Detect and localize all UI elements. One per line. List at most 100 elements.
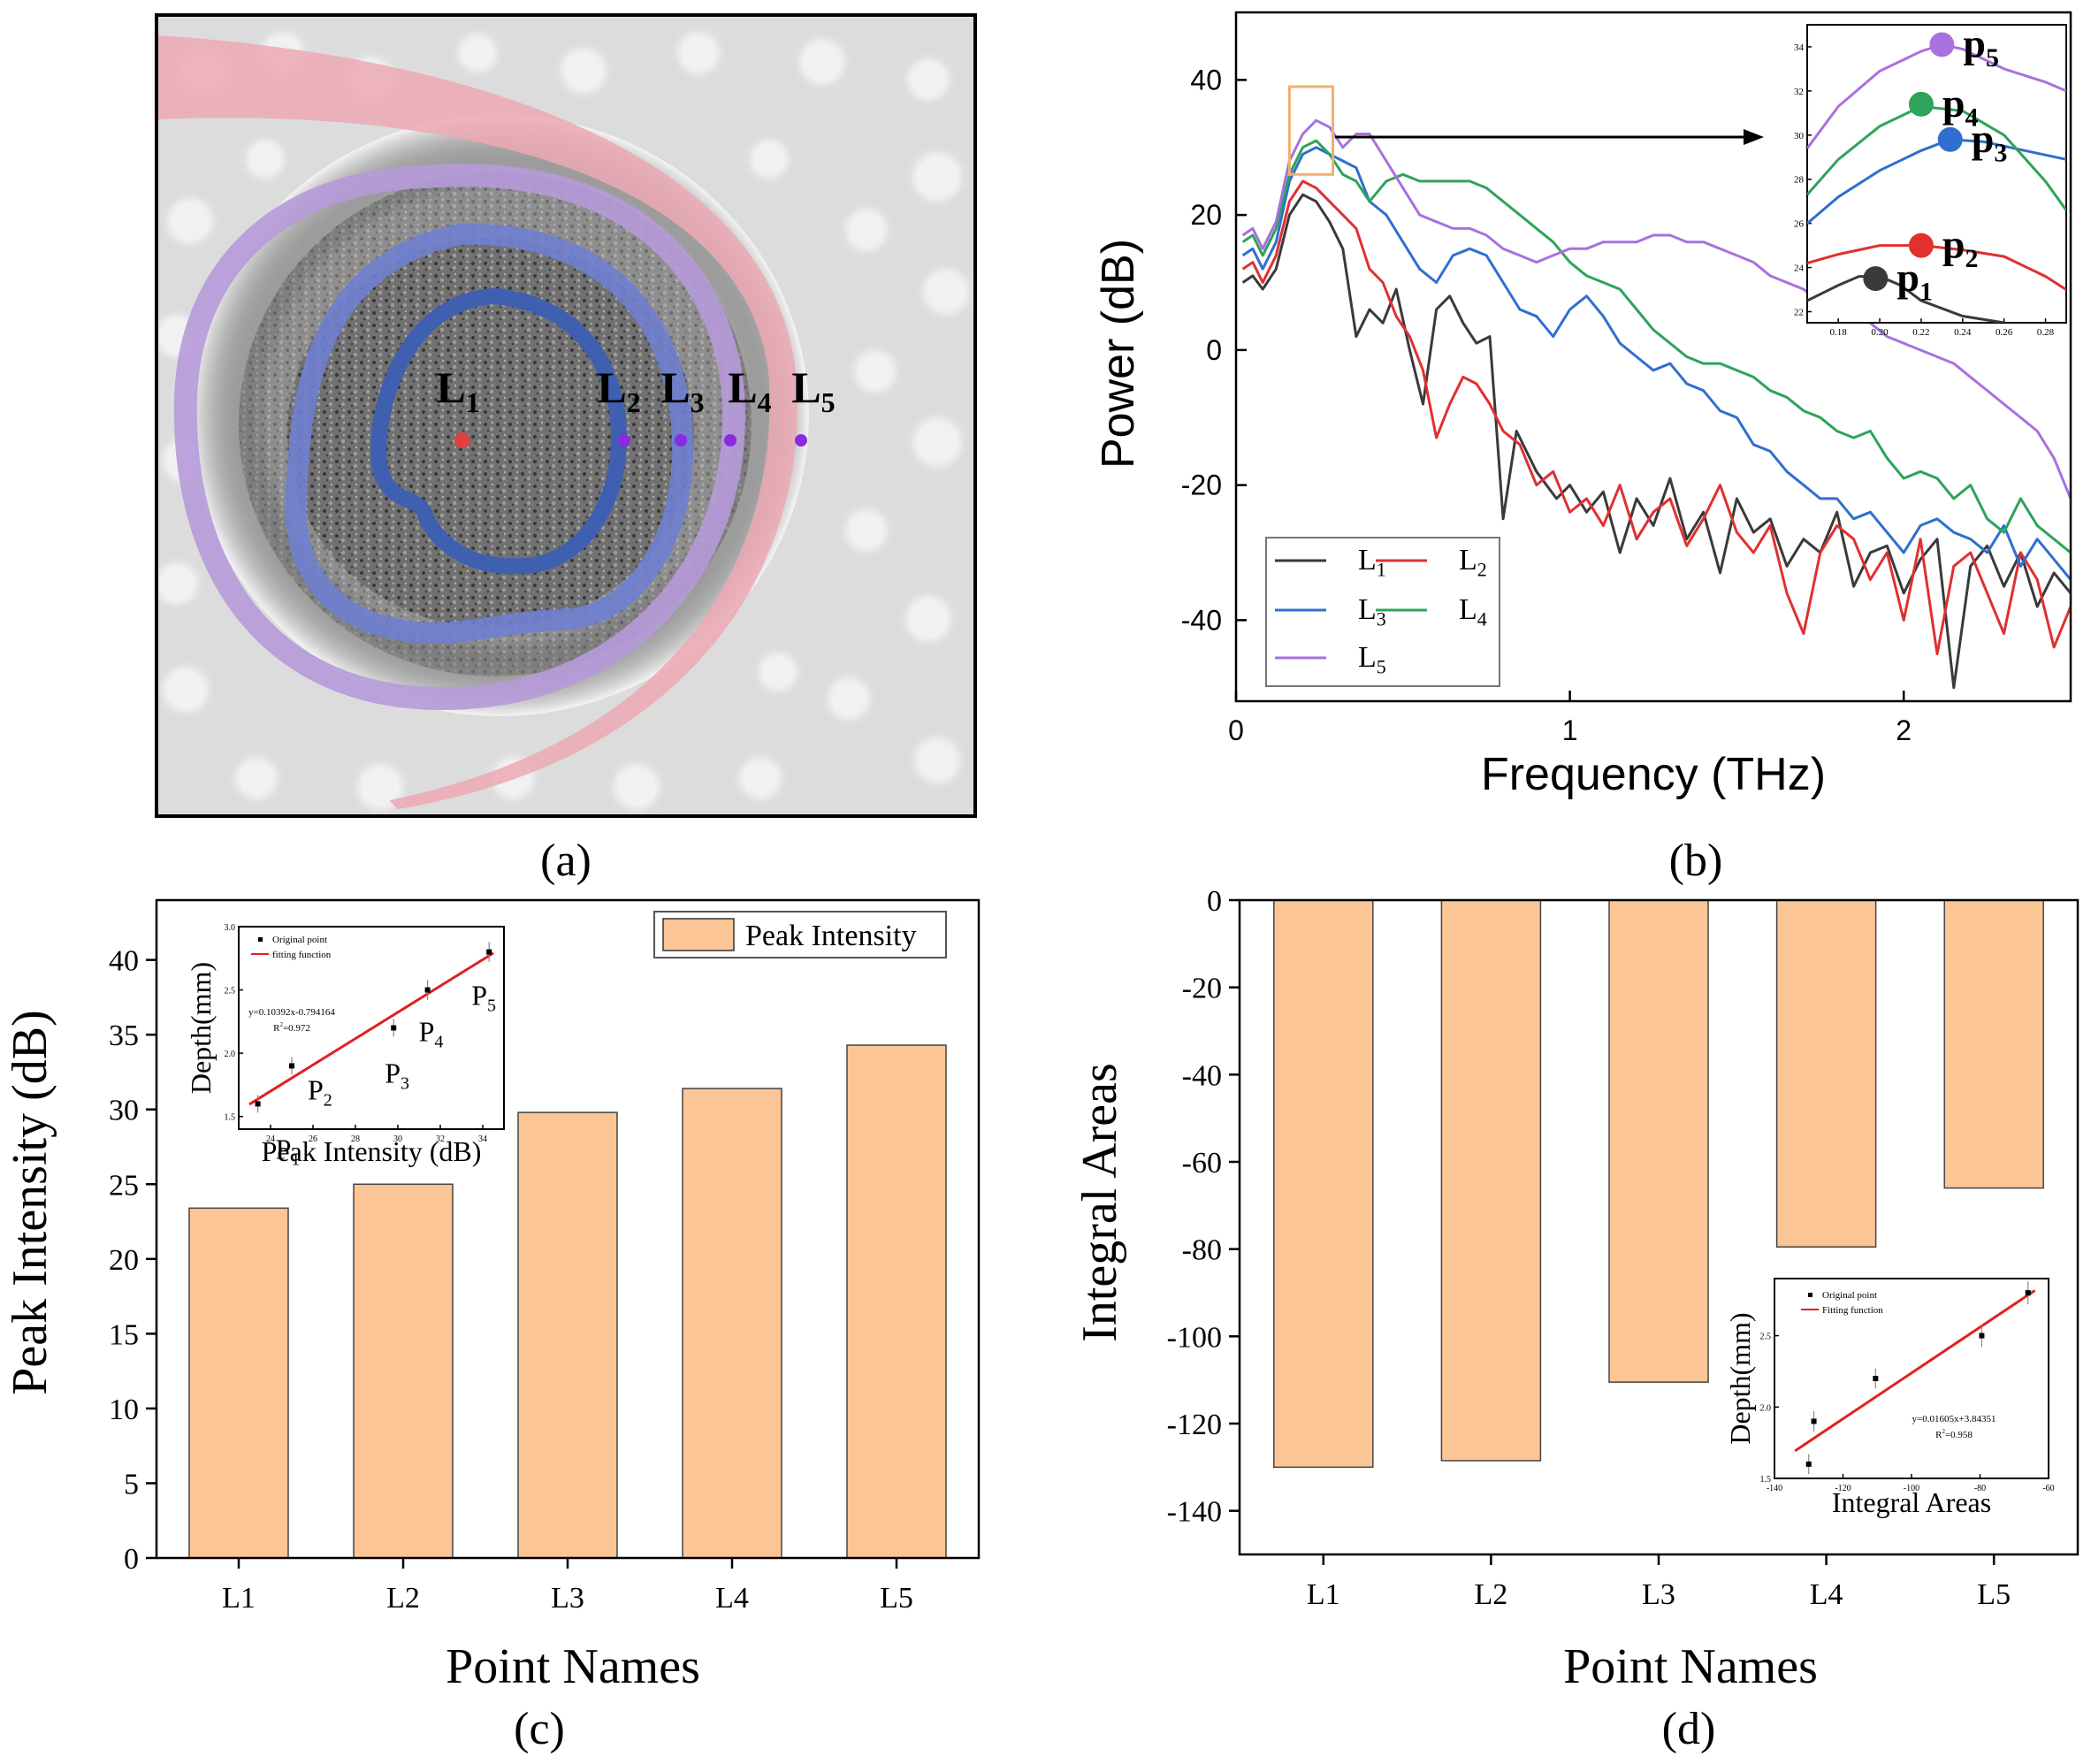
ytick-label: 20 — [109, 1244, 139, 1277]
panel-b-inset: 0.18 0.20 0.22 0.24 0.26 0.28 22 24 26 28 30 32 34 p… — [1794, 20, 2067, 338]
panel-d-xlabel: Point Names — [1563, 1639, 1818, 1694]
panel-d-ylabel: Integral Areas — [1072, 1063, 1127, 1342]
xtick-label-l2: L2 — [386, 1582, 420, 1615]
ytick-label: -40 — [1182, 1059, 1222, 1092]
inset-xlabel: Peak Intensity (dB) — [262, 1135, 482, 1167]
b-ytick-label: 40 — [1190, 64, 1222, 95]
b-ytick-label: 20 — [1190, 199, 1222, 231]
panel-b-inset-series — [1807, 42, 2066, 323]
inset-ytick-label: 2.5 — [1760, 1333, 1772, 1342]
bar-l3 — [517, 1111, 618, 1559]
inset-legend-fit: fitting function — [272, 950, 332, 960]
b-inset-xtick-label: 0.20 — [1871, 327, 1889, 338]
inset-point-label-p3: P3 — [385, 1058, 409, 1094]
point-label-l5: L5 — [791, 363, 835, 418]
legend-label-l1: L1 — [1358, 544, 1386, 581]
inset-ytick-label: 2.0 — [225, 1050, 236, 1059]
ytick-label: -80 — [1182, 1234, 1222, 1267]
panel-b-legend: L1 L2 L3 L4 L5 — [1265, 537, 1500, 687]
peak-label-p2: p2 — [1942, 222, 1979, 274]
peak-marker-p5 — [1929, 32, 1955, 57]
panel-c-bars — [188, 1044, 947, 1559]
ytick-label: -120 — [1167, 1409, 1222, 1441]
inset-xtick-label: 28 — [351, 1134, 360, 1144]
panel-b: Power (dB) Frequency (THz) 0 1 2 -40 -20 0 20 4… — [1093, 11, 2072, 886]
inset-xtick-label: 26 — [309, 1134, 317, 1144]
b-ytick-label: 0 — [1206, 334, 1222, 366]
fit-line — [1794, 1289, 2036, 1453]
inset-ytick-label: 3.0 — [225, 923, 236, 933]
inset-line-l4 — [1807, 104, 2066, 211]
xtick-label-l1: L1 — [222, 1582, 256, 1615]
inset-point-label-p1: P1 — [276, 1133, 301, 1169]
point-marker-l2 — [618, 434, 630, 447]
xtick-label-l3: L3 — [551, 1582, 584, 1615]
inset-ytick-label: 2.5 — [225, 987, 236, 997]
b-inset-ytick-label: 26 — [1794, 219, 1805, 230]
b-inset-xtick-label: 0.28 — [2037, 327, 2055, 338]
ytick-label: 30 — [109, 1095, 139, 1127]
ytick-label: 5 — [124, 1468, 139, 1501]
inset-ytick-label: 2.0 — [1760, 1403, 1772, 1413]
b-inset-ytick-label: 34 — [1794, 42, 1805, 53]
inset-xtick-label: 24 — [266, 1134, 275, 1144]
b-inset-ytick-label: 22 — [1794, 308, 1804, 318]
panel-b-ylabel: Power (dB) — [1093, 239, 1144, 469]
panel-a-image — [156, 15, 975, 816]
bar-l3 — [1608, 899, 1709, 1383]
point-marker-l5 — [795, 434, 807, 447]
data-point — [486, 949, 492, 955]
inset-xtick-label: -60 — [2042, 1484, 2054, 1493]
ytick-label: 15 — [109, 1318, 139, 1351]
b-inset-ytick-label: 32 — [1794, 87, 1804, 97]
b-inset-ytick-label: 28 — [1794, 175, 1805, 186]
inset-xtick-label: -80 — [1974, 1484, 1986, 1493]
panel-d-bars — [1273, 899, 2044, 1469]
data-point — [391, 1025, 397, 1031]
inset-ylabel: Depth(mm) — [185, 962, 217, 1094]
ytick-label: 0 — [1207, 885, 1222, 918]
panel-c-legend: Peak Intensity — [653, 911, 947, 958]
b-ytick-label: -20 — [1181, 470, 1222, 501]
inset-line-l1 — [1807, 275, 2004, 323]
ytick-label: -20 — [1182, 973, 1222, 1005]
point-marker-l3 — [675, 434, 687, 447]
inset-ytick-label: 1.5 — [225, 1113, 236, 1123]
series-line-l2 — [1241, 179, 2071, 655]
inset-xtick-label: -100 — [1904, 1484, 1919, 1493]
data-point — [1805, 1461, 1812, 1467]
panel-b-plot-frame — [1234, 11, 2072, 703]
inset-xtick-label: 34 — [478, 1134, 487, 1144]
b-inset-xtick-label: 0.18 — [1830, 327, 1848, 338]
b-xtick-label: 2 — [1896, 714, 1912, 746]
ring-l2 — [370, 287, 628, 575]
legend-label-l3: L3 — [1358, 593, 1386, 630]
panel-c-plot-frame — [155, 898, 981, 1560]
ring-l3 — [285, 223, 694, 645]
inset-legend-point: Original point — [272, 935, 327, 945]
inset-legend-point-swatch — [1808, 1293, 1812, 1297]
peak-label-p1: p1 — [1896, 255, 1933, 307]
b-inset-xtick-label: 0.24 — [1954, 327, 1972, 338]
panel-b-label: (b) — [1669, 836, 1723, 886]
series-line-l1 — [1241, 193, 2071, 690]
inset-point-label-p2: P2 — [308, 1073, 332, 1110]
xtick-label-l2: L2 — [1475, 1578, 1508, 1611]
xtick-label-l1: L1 — [1307, 1578, 1340, 1611]
inset-xtick-label: 32 — [436, 1134, 445, 1144]
bar-l4 — [682, 1088, 782, 1559]
bar-l2 — [353, 1183, 454, 1559]
data-point — [1979, 1333, 1985, 1339]
data-point — [1873, 1376, 1879, 1381]
inset-xlabel: Integral Areas — [1832, 1486, 1991, 1518]
panel-c-legend-swatch — [662, 918, 735, 951]
point-label-l1: L1 — [436, 363, 479, 418]
ytick-label: 40 — [109, 945, 139, 978]
panel-c-label: (c) — [514, 1704, 565, 1754]
inset-point-label-p5: P5 — [471, 980, 496, 1016]
panel-b-arrow — [1335, 129, 1764, 145]
inset-xtick-label: -120 — [1835, 1484, 1851, 1493]
data-point — [1811, 1418, 1817, 1424]
legend-label-l2: L2 — [1459, 544, 1487, 581]
